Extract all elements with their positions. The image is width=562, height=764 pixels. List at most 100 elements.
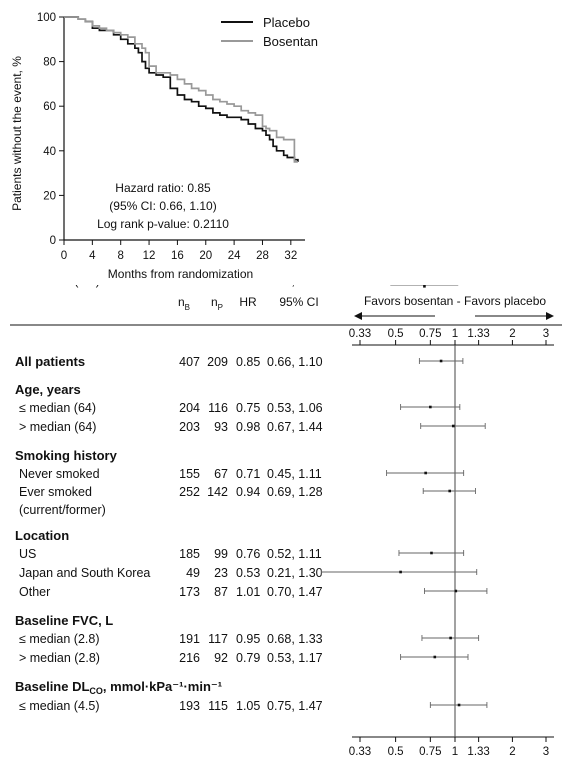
row-np: 116 (208, 401, 228, 415)
row-nb: 203 (179, 420, 200, 434)
row-ci: 0.75, 1.47 (267, 699, 323, 713)
row-nb: 155 (179, 467, 200, 481)
forest-bottom-axis-tick-label: 2 (509, 746, 515, 758)
hr-point (430, 551, 433, 555)
row-label: > median (4.5) (19, 285, 100, 288)
x-tick-label: 0 (61, 250, 67, 262)
forest-top-axis-tick-label: 0.33 (349, 328, 371, 340)
row-ci: 0.47, 1.04 (267, 285, 323, 288)
row-label: Japan and South Korea (19, 566, 150, 580)
row-ci: 0.53, 1.06 (267, 401, 323, 415)
column-header-nb: nB (178, 295, 190, 312)
arrow-left-head (354, 312, 362, 320)
row-np: 92 (214, 651, 228, 665)
subgroup-header: Age, years (15, 382, 81, 397)
row-np: 23 (214, 566, 228, 580)
row-ci: 0.21, 1.30 (267, 566, 323, 580)
row-ci: 0.67, 1.44 (267, 420, 323, 434)
row-label: > median (2.8) (19, 651, 100, 665)
row-label: All patients (15, 354, 85, 369)
hr-point (457, 703, 461, 707)
row-ci: 0.53, 1.17 (267, 651, 323, 665)
row-label: Never smoked (19, 467, 100, 481)
row-ci: 0.69, 1.28 (267, 485, 323, 499)
y-tick-label: 0 (50, 235, 56, 247)
legend-label-bosentan: Bosentan (263, 34, 318, 49)
row-label: ≤ median (64) (19, 401, 96, 415)
forest-bottom-axis-tick-label: 0.75 (419, 746, 441, 758)
series-line-bosentan (64, 16, 298, 163)
row-hr: 1.05 (236, 699, 260, 713)
row-label: Other (19, 585, 50, 599)
x-tick-label: 16 (171, 250, 184, 262)
hr-point (424, 471, 427, 475)
row-hr: 0.79 (236, 651, 260, 665)
annotation-line: (95% CI: 0.66, 1.10) (109, 199, 216, 213)
hr-point (429, 405, 432, 409)
hr-point (399, 570, 402, 574)
row-nb: 252 (179, 485, 200, 499)
hr-point (423, 285, 426, 288)
forest-bottom-axis-tick-label: 0.33 (349, 746, 371, 758)
row-np: 93 (214, 420, 228, 434)
row-ci: 0.68, 1.33 (267, 632, 323, 646)
row-hr: 0.53 (236, 566, 260, 580)
subgroup-header: Location (15, 528, 69, 543)
annotation-line: Log rank p-value: 0.2110 (97, 217, 229, 231)
row-np: 94 (214, 285, 228, 288)
row-np: 115 (208, 699, 228, 713)
row-ci: 0.66, 1.10 (267, 355, 323, 369)
row-nb: 204 (179, 401, 200, 415)
column-header-hr: HR (239, 295, 257, 309)
kaplan-meier-chart: 0 20 40 60 80 100 0 4 8 12 16 20 24 28 32 Months from r… (10, 12, 318, 281)
subgroup-header-sub: CO (89, 686, 103, 696)
forest-top-axis-tick-label: 0.75 (419, 328, 441, 340)
subgroup-header-rest: , mmol·kPa⁻¹·min⁻¹ (103, 679, 222, 694)
row-nb: 214 (179, 285, 200, 288)
favors-header: Favors bosentan - Favors placebo (364, 294, 546, 308)
row-hr: 0.70 (236, 285, 260, 288)
row-ci: 0.70, 1.47 (267, 585, 323, 599)
row-label: ≤ median (4.5) (19, 699, 100, 713)
row-hr: 0.98 (236, 420, 260, 434)
row-hr: 1.01 (236, 585, 260, 599)
hr-point (433, 655, 437, 659)
x-axis-label: Months from randomization (108, 267, 253, 281)
y-tick-label: 20 (43, 190, 56, 202)
series-line-placebo (64, 16, 299, 162)
forest-top-axis-tick-label: 2 (509, 328, 515, 340)
forest-top-axis-tick-label: 1.33 (467, 328, 489, 340)
y-tick-label: 80 (43, 57, 56, 69)
row-nb: 49 (186, 566, 200, 580)
row-hr: 0.76 (236, 547, 260, 561)
row-label: US (19, 547, 36, 561)
row-hr: 0.71 (236, 467, 260, 481)
forest-bottom-axis-tick-label: 3 (543, 746, 549, 758)
row-hr: 0.95 (236, 632, 260, 646)
y-tick-label: 40 (43, 146, 56, 158)
row-label-line2: (current/former) (19, 503, 106, 517)
forest-bottom-axis-tick-label: 1 (452, 746, 458, 758)
subgroup-header: Baseline DLCO, mmol·kPa⁻¹·min⁻¹ (15, 679, 222, 696)
subgroup-header: Smoking history (15, 448, 118, 463)
y-tick-label: 100 (37, 12, 56, 24)
row-nb: 191 (179, 632, 200, 646)
legend-label-placebo: Placebo (263, 15, 310, 30)
y-axis-label: Patients without the event, % (10, 56, 24, 211)
row-hr: 0.75 (236, 401, 260, 415)
annotation-line: Hazard ratio: 0.85 (115, 181, 211, 195)
row-nb: 193 (179, 699, 200, 713)
forest-bottom-axis-tick-label: 0.5 (388, 746, 404, 758)
arrow-right-head (546, 312, 554, 320)
x-tick-label: 8 (118, 250, 124, 262)
forest-top-axis-tick-label: 3 (543, 328, 549, 340)
column-header-np: nP (211, 295, 223, 312)
x-tick-label: 4 (89, 250, 96, 262)
x-tick-label: 32 (284, 250, 297, 262)
forest-plot: Favors bosentan - Favors placebo nB nP HR 95… (10, 285, 562, 758)
row-label: Ever smoked (19, 485, 92, 499)
hr-point (448, 489, 451, 493)
subgroup-header: Baseline FVC, L (15, 613, 113, 628)
row-np: 117 (208, 632, 228, 646)
row-ci: 0.45, 1.11 (267, 467, 322, 481)
